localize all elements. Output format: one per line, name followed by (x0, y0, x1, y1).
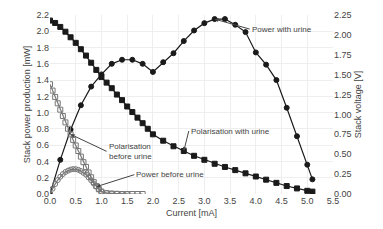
svg-text:0.4: 0.4 (36, 157, 49, 167)
svg-text:Stack power production [mW]: Stack power production [mW] (22, 46, 32, 164)
svg-text:0.5: 0.5 (69, 196, 82, 206)
svg-text:1.0: 1.0 (95, 196, 108, 206)
svg-text:1.25: 1.25 (334, 90, 352, 100)
svg-text:2.00: 2.00 (334, 30, 352, 40)
svg-text:0.6: 0.6 (36, 140, 49, 150)
svg-text:1.75: 1.75 (334, 50, 352, 60)
svg-text:2.0: 2.0 (36, 26, 49, 36)
svg-text:4.0: 4.0 (250, 196, 263, 206)
svg-text:0.0: 0.0 (44, 196, 57, 206)
svg-text:1.2: 1.2 (36, 92, 49, 102)
svg-text:0.8: 0.8 (36, 124, 49, 134)
svg-text:Polarisationbefore urine: Polarisationbefore urine (109, 142, 152, 161)
svg-text:3.5: 3.5 (224, 196, 237, 206)
svg-text:1.0: 1.0 (36, 108, 49, 118)
svg-text:Current [mA]: Current [mA] (166, 208, 217, 218)
svg-text:2.0: 2.0 (147, 196, 160, 206)
svg-text:0.25: 0.25 (334, 169, 352, 179)
svg-text:1.5: 1.5 (121, 196, 134, 206)
svg-text:1.4: 1.4 (36, 75, 49, 85)
svg-text:5.0: 5.0 (301, 196, 314, 206)
svg-text:0.00: 0.00 (334, 189, 352, 199)
svg-text:2.25: 2.25 (334, 10, 352, 20)
svg-text:2.5: 2.5 (172, 196, 185, 206)
svg-text:1.00: 1.00 (334, 110, 352, 120)
svg-text:1.8: 1.8 (36, 43, 49, 53)
svg-text:3.0: 3.0 (198, 196, 211, 206)
svg-text:0.75: 0.75 (334, 129, 352, 139)
svg-text:1.6: 1.6 (36, 59, 49, 69)
svg-text:0.50: 0.50 (334, 149, 352, 159)
svg-text:0.2: 0.2 (36, 173, 49, 183)
svg-text:Stack voltage [V]: Stack voltage [V] (353, 71, 363, 139)
svg-text:Power with urine: Power with urine (252, 25, 312, 34)
svg-text:1.50: 1.50 (334, 70, 352, 80)
svg-text:Polarisation with urine: Polarisation with urine (191, 127, 270, 136)
svg-text:2.2: 2.2 (36, 10, 49, 20)
svg-text:5.5: 5.5 (327, 196, 340, 206)
svg-text:Power before urine: Power before urine (136, 170, 204, 179)
svg-text:0.0: 0.0 (36, 189, 49, 199)
svg-text:4.5: 4.5 (275, 196, 288, 206)
